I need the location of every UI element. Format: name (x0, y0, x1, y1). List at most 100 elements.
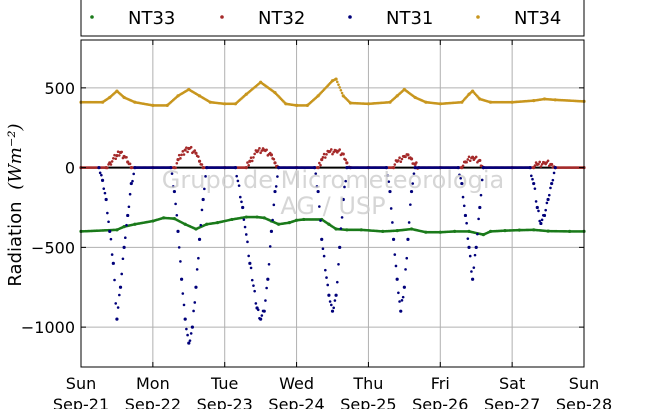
data-point (407, 221, 411, 224)
legend-frame (80, 0, 585, 37)
y-tick-label: 500 (44, 79, 75, 98)
data-point (256, 149, 260, 152)
data-point (466, 237, 470, 240)
data-point (116, 150, 120, 154)
data-point (551, 178, 555, 182)
data-point (467, 245, 471, 249)
series-layer (79, 77, 586, 345)
data-point (459, 176, 462, 180)
data-point (187, 341, 191, 345)
data-point (405, 256, 409, 260)
data-point (252, 284, 255, 287)
data-point (204, 175, 207, 178)
data-point (531, 177, 534, 181)
data-point (389, 207, 393, 210)
data-point (106, 166, 109, 170)
data-point (334, 293, 338, 297)
data-point (199, 223, 203, 227)
data-point (339, 88, 343, 92)
data-point (468, 159, 472, 163)
data-point (321, 247, 325, 250)
data-point (471, 155, 475, 159)
legend-item-nt33: NT33 (90, 8, 175, 29)
data-point (272, 203, 276, 207)
data-point (128, 192, 132, 196)
data-point (334, 77, 338, 81)
data-point (247, 163, 250, 167)
data-point (125, 155, 128, 159)
data-point (250, 159, 254, 163)
data-point (341, 197, 345, 202)
data-point (100, 173, 103, 177)
data-point (540, 218, 544, 222)
data-point (533, 164, 537, 167)
data-point (316, 189, 320, 194)
data-point (344, 179, 347, 183)
data-point (458, 173, 461, 177)
x-tick-date: Sep-25 (340, 395, 396, 409)
data-point (174, 202, 177, 206)
data-point (249, 156, 253, 160)
data-point (200, 208, 204, 212)
data-point (415, 161, 418, 164)
data-point (337, 262, 340, 266)
data-point (181, 150, 185, 153)
data-point (477, 217, 480, 221)
data-point (102, 187, 106, 190)
data-point (339, 227, 343, 230)
data-point (170, 172, 174, 175)
data-point (128, 162, 132, 166)
data-point (399, 160, 403, 164)
x-tick-day: Wed (279, 374, 314, 393)
data-point (122, 245, 126, 249)
data-point (267, 262, 271, 266)
data-point (114, 157, 118, 161)
data-point (333, 299, 337, 302)
data-point (129, 181, 133, 186)
data-point (332, 150, 336, 154)
data-point (248, 261, 252, 265)
x-tick-date: Sep-28 (556, 395, 612, 409)
data-point (391, 221, 394, 224)
data-point (535, 205, 539, 210)
data-point (201, 197, 205, 202)
data-point (550, 162, 554, 167)
data-point (397, 291, 400, 295)
data-point (100, 178, 105, 182)
data-point (316, 166, 320, 170)
data-point (315, 185, 319, 188)
data-point (252, 156, 255, 159)
data-point (404, 268, 407, 271)
x-tick-date: Sep-24 (268, 395, 324, 409)
data-point (238, 195, 242, 199)
data-point (480, 178, 484, 182)
data-point (265, 148, 268, 152)
data-point (253, 289, 256, 293)
data-point (331, 152, 334, 156)
data-point (112, 156, 115, 160)
data-point (463, 213, 468, 218)
data-point (259, 151, 262, 155)
legend-item-nt34: NT34 (476, 8, 561, 29)
x-tick-date: Sep-22 (125, 395, 181, 409)
data-point (233, 166, 238, 170)
series-nt31 (97, 166, 557, 345)
data-point (528, 166, 532, 170)
data-point (545, 201, 549, 205)
data-point (478, 205, 482, 210)
series-nt33 (79, 215, 586, 237)
data-point (271, 218, 274, 222)
data-point (539, 165, 543, 168)
data-point (330, 148, 333, 151)
data-point (189, 332, 193, 335)
x-tick-date: Sep-26 (412, 395, 468, 409)
data-point (338, 245, 342, 249)
data-point (110, 160, 114, 163)
data-point (550, 181, 554, 186)
data-point (118, 154, 121, 157)
data-point (538, 219, 541, 223)
data-point (330, 309, 335, 313)
data-point (456, 166, 460, 170)
data-point (465, 221, 468, 225)
